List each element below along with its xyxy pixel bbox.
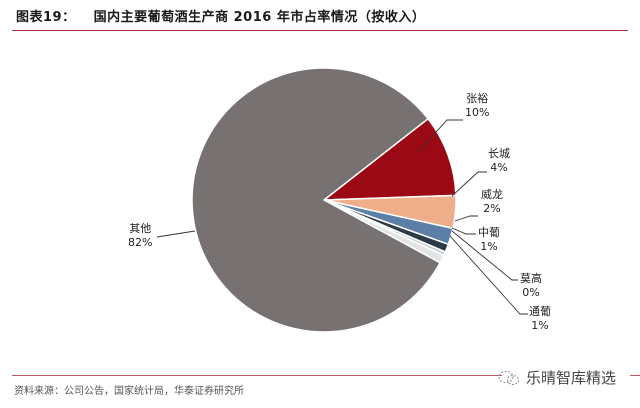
label-weilong: 威龙 2% bbox=[481, 188, 503, 216]
label-name: 张裕 bbox=[466, 92, 489, 105]
label-mogao: 莫高 0% bbox=[520, 272, 542, 300]
label-value: 82% bbox=[128, 236, 153, 249]
label-value: 1% bbox=[480, 240, 498, 253]
label-value: 0% bbox=[522, 286, 540, 299]
leader-line-tongpu bbox=[449, 235, 528, 315]
label-name: 威龙 bbox=[481, 188, 503, 201]
label-other: 其他 82% bbox=[128, 222, 152, 250]
label-changcheng: 长城 4% bbox=[488, 147, 510, 175]
label-value: 4% bbox=[490, 161, 508, 174]
label-tongpu: 通葡 1% bbox=[529, 305, 551, 333]
label-name: 长城 bbox=[488, 147, 510, 160]
leader-line-zhongpu bbox=[451, 227, 476, 235]
pie-slice-other bbox=[191, 67, 441, 333]
label-value: 1% bbox=[531, 319, 549, 332]
pie-slice-zhangyu bbox=[323, 117, 457, 201]
footer-divider-tail bbox=[630, 375, 640, 376]
leader-lines bbox=[156, 119, 528, 315]
wechat-icon bbox=[498, 370, 519, 385]
footer-divider bbox=[12, 375, 502, 376]
label-name: 中葡 bbox=[478, 226, 500, 239]
label-name: 通葡 bbox=[529, 305, 551, 318]
label-value: 2% bbox=[483, 202, 501, 215]
watermark-text: 乐晴智库精选 bbox=[526, 369, 617, 387]
title-divider bbox=[12, 30, 628, 31]
figure-title-text: 国内主要葡萄酒生产商 2016 年市占率情况（按收入） bbox=[93, 10, 426, 25]
label-name: 其他 bbox=[129, 222, 152, 235]
pie-slices bbox=[191, 67, 457, 333]
source-note: 资料来源：公司公告，国家统计局，华泰证券研究所 bbox=[14, 386, 244, 397]
label-zhongpu: 中葡 1% bbox=[478, 226, 500, 254]
figure-title: 图表19： 国内主要葡萄酒生产商 2016 年市占率情况（按收入） bbox=[16, 6, 425, 25]
label-name: 莫高 bbox=[520, 272, 542, 285]
leader-line-other bbox=[156, 230, 196, 238]
label-zhangyu: 张裕 10% bbox=[465, 92, 489, 120]
leader-line-weilong bbox=[454, 215, 478, 222]
figure-number: 图表19： bbox=[16, 10, 76, 25]
watermark: 乐晴智库精选 bbox=[498, 367, 616, 388]
leader-line-zhangyu bbox=[417, 119, 463, 153]
leader-line-changcheng bbox=[451, 171, 487, 197]
label-value: 10% bbox=[465, 106, 490, 119]
leader-line-mogao bbox=[451, 230, 518, 281]
